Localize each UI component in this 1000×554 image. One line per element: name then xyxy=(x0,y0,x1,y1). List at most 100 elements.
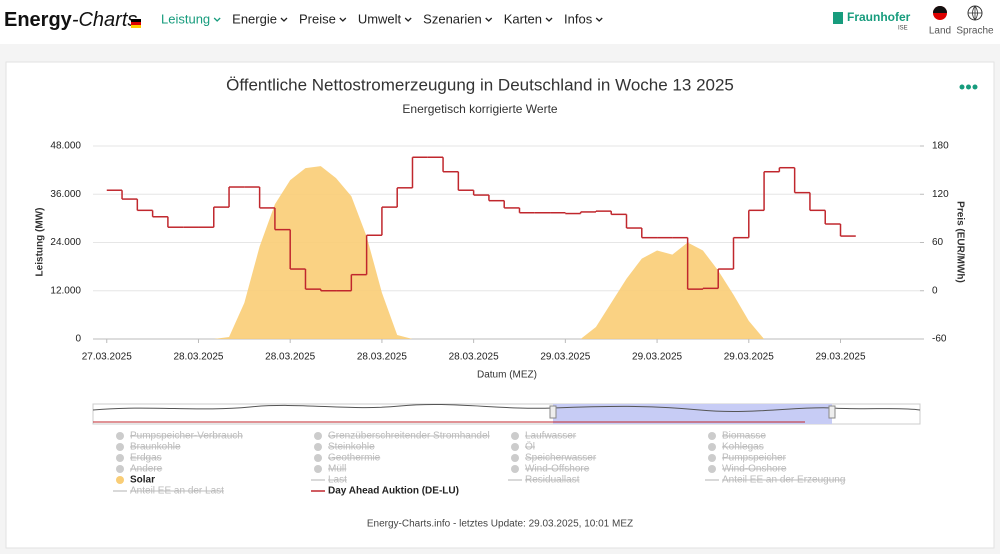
menu-item[interactable]: Szenarien xyxy=(423,11,482,26)
flag xyxy=(131,22,141,25)
legend-item[interactable]: Pumpspeicher-Verbrauch xyxy=(116,431,243,442)
legend-item[interactable]: Kohlegas xyxy=(708,442,764,453)
legend-item[interactable]: Wind-Onshore xyxy=(708,464,787,475)
globe-icon xyxy=(968,5,982,21)
flag-icon xyxy=(933,6,947,13)
legend-marker xyxy=(314,454,322,462)
legend-item[interactable]: Day Ahead Auktion (DE-LU) xyxy=(311,486,459,497)
menu-item[interactable]: Preise xyxy=(299,11,336,26)
legend-marker xyxy=(708,465,716,473)
chevron xyxy=(213,17,221,22)
dot xyxy=(959,84,965,90)
legend-label: Anteil EE an der Last xyxy=(130,486,224,497)
legend-label: Kohlegas xyxy=(722,442,764,453)
chevron xyxy=(404,17,412,22)
legend-item[interactable]: Speicherwasser xyxy=(511,453,597,464)
legend: Pumpspeicher-Verbrauch Grenzüberschreiten… xyxy=(113,431,845,497)
flag xyxy=(131,19,141,22)
footer: Energy-Charts.info - letztes Update: 29.… xyxy=(367,519,633,530)
legend-marker xyxy=(314,443,322,451)
navigator[interactable] xyxy=(92,403,921,425)
legend-item[interactable]: Erdgas xyxy=(116,453,162,464)
logo-text: Energy-Charts xyxy=(4,9,137,31)
brand-sub: ISE xyxy=(898,26,908,32)
y2-tick-label: 120 xyxy=(932,189,949,200)
y2-tick-label: -60 xyxy=(932,334,947,345)
legend-item[interactable]: Andere xyxy=(116,464,163,475)
language[interactable]: Sprache xyxy=(956,26,994,37)
x-tick-label: 28.03.2025 xyxy=(265,352,315,363)
legend-item[interactable]: Pumpspeicher xyxy=(708,453,787,464)
legend-label: Pumpspeicher xyxy=(722,453,787,464)
legend-marker xyxy=(511,443,519,451)
legend-item[interactable]: Grenzüberschreitender Stromhandel xyxy=(314,431,490,442)
legend-item[interactable]: Steinkohle xyxy=(314,442,375,453)
dot xyxy=(972,84,978,90)
brand[interactable]: Fraunhofer xyxy=(847,10,911,24)
legend-label: Pumpspeicher-Verbrauch xyxy=(130,431,243,442)
menu-item[interactable]: Karten xyxy=(504,11,542,26)
chart-title: Öffentliche Nettostromerzeugung in Deuts… xyxy=(226,75,734,94)
y-tick-label: 12.000 xyxy=(50,285,81,296)
legend-label: Solar xyxy=(130,475,155,486)
legend-label: Speicherwasser xyxy=(525,453,597,464)
legend-item[interactable]: Anteil EE an der Erzeugung xyxy=(705,475,845,486)
y-tick-label: 36.000 xyxy=(50,189,81,200)
legend-item[interactable]: Müll xyxy=(314,464,346,475)
legend-item[interactable]: Biomasse xyxy=(708,431,766,442)
legend-label: Müll xyxy=(328,464,346,475)
legend-item[interactable]: Solar xyxy=(116,475,155,486)
legend-item[interactable]: Last xyxy=(311,475,347,486)
plot: 0 12.000 24.000 36.000 48.000 -60 0 60 120 180 27.… xyxy=(50,141,949,363)
chevron xyxy=(545,17,553,22)
x-tick-label: 27.03.2025 xyxy=(82,352,132,363)
menu-item[interactable]: Infos xyxy=(564,11,593,26)
y2-tick-label: 60 xyxy=(932,237,944,248)
logo-part: Energy xyxy=(4,9,73,31)
legend-item[interactable]: Residuallast xyxy=(508,475,580,486)
legend-label: Last xyxy=(328,475,347,486)
legend-label: Grenzüberschreitender Stromhandel xyxy=(328,431,490,442)
card xyxy=(5,61,995,549)
menu-item[interactable]: Energie xyxy=(232,11,277,26)
y-tick-label: 0 xyxy=(75,334,81,345)
chevron xyxy=(595,17,603,22)
legend-label: Andere xyxy=(130,464,163,475)
solar-area xyxy=(106,166,841,339)
y-tick-label: 24.000 xyxy=(50,237,81,248)
menu-item[interactable]: Leistung xyxy=(161,11,210,26)
y2-tick-label: 0 xyxy=(932,285,938,296)
legend-label: Öl xyxy=(525,441,535,453)
navigator-line xyxy=(92,403,921,413)
x-tick-label: 28.03.2025 xyxy=(357,352,407,363)
country[interactable]: Land xyxy=(929,26,951,37)
navigator-handle[interactable] xyxy=(828,405,836,419)
navigator-handle[interactable] xyxy=(549,405,557,419)
legend-marker xyxy=(314,432,322,440)
brand-icon xyxy=(833,12,843,24)
menu-item[interactable]: Umwelt xyxy=(358,11,402,26)
menu-button[interactable] xyxy=(959,84,978,90)
legend-label: Laufwasser xyxy=(525,431,577,442)
logo[interactable]: Energy-Charts xyxy=(4,9,141,31)
chevron xyxy=(339,17,347,22)
legend-item[interactable]: Laufwasser xyxy=(511,431,577,442)
y-tick-label: 48.000 xyxy=(50,141,81,152)
legend-marker xyxy=(116,465,124,473)
y2-axis-title: Preis (EUR/MWh) xyxy=(954,201,965,283)
legend-item[interactable]: Geothermie xyxy=(314,453,381,464)
legend-label: Erdgas xyxy=(130,453,162,464)
legend-item[interactable]: Öl xyxy=(511,441,535,453)
menu: Leistung Energie Preise Umwelt Szenarien Kart… xyxy=(161,11,603,26)
y2-tick-label: 180 xyxy=(932,141,949,152)
navigator-selection xyxy=(553,404,832,424)
legend-label: Residuallast xyxy=(525,475,580,486)
legend-label: Anteil EE an der Erzeugung xyxy=(722,475,845,486)
legend-item[interactable]: Anteil EE an der Last xyxy=(113,486,224,497)
legend-item[interactable]: Wind-Offshore xyxy=(511,464,590,475)
legend-item[interactable]: Braunkohle xyxy=(116,442,181,453)
legend-marker xyxy=(511,432,519,440)
x-tick-label: 28.03.2025 xyxy=(173,352,223,363)
legend-marker xyxy=(511,465,519,473)
